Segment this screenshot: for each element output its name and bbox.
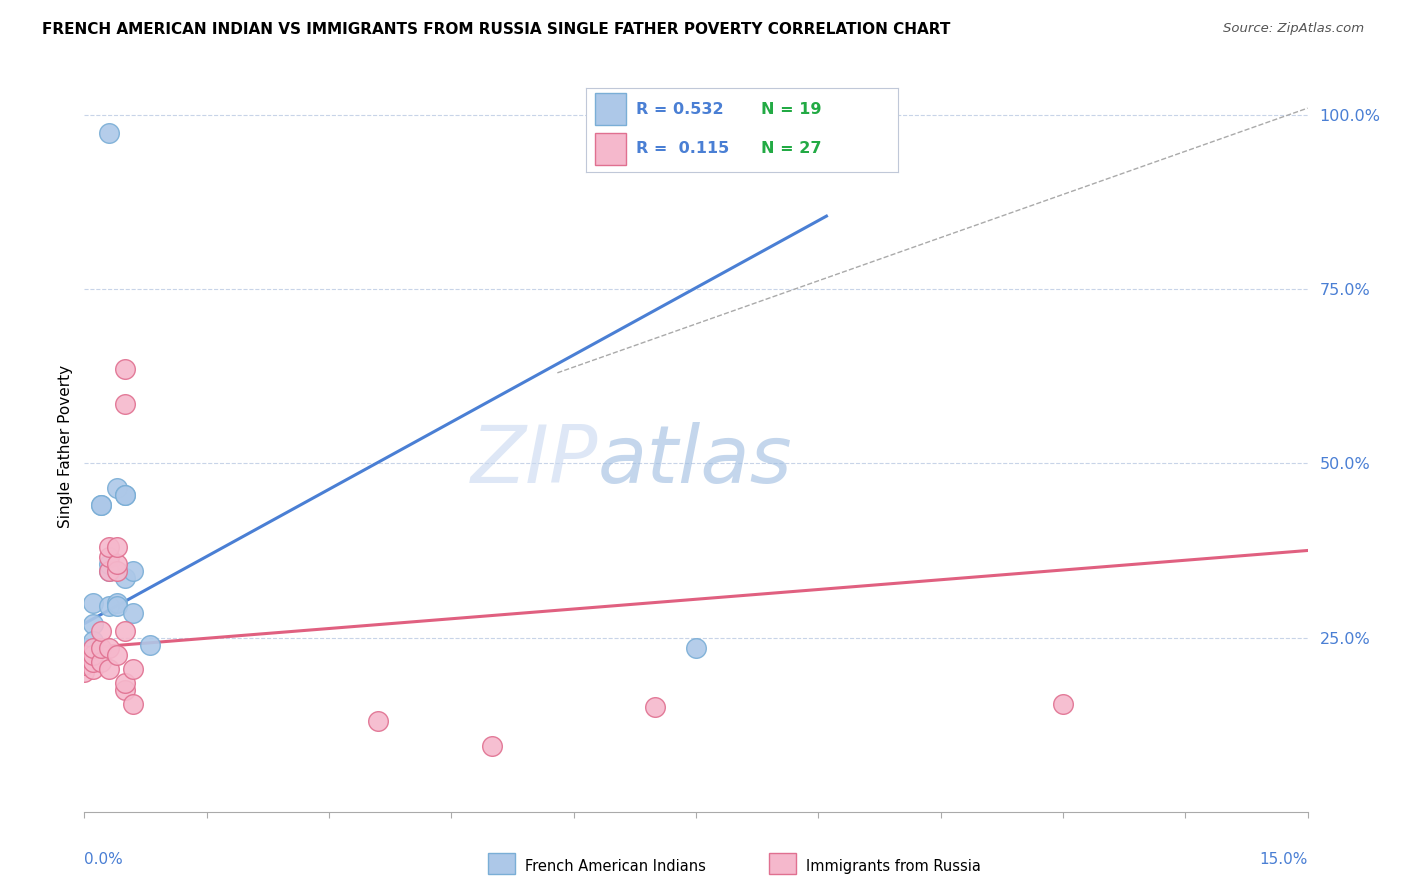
- Point: [114, 676, 136, 690]
- Text: ZIP: ZIP: [471, 422, 598, 500]
- Point: [82, 596, 104, 610]
- Point: [114, 397, 136, 411]
- Point: [105, 648, 128, 662]
- Point: [82, 634, 104, 648]
- Point: [97, 126, 120, 140]
- Y-axis label: Single Father Poverty: Single Father Poverty: [58, 365, 73, 527]
- Point: [82, 640, 104, 655]
- Point: [105, 596, 128, 610]
- Point: [1052, 697, 1074, 711]
- Point: [114, 624, 136, 638]
- Point: [367, 714, 389, 728]
- Point: [105, 565, 128, 579]
- Point: [73, 665, 96, 680]
- Point: [138, 638, 160, 652]
- Point: [90, 624, 112, 638]
- Point: [82, 655, 104, 669]
- Point: [105, 558, 128, 572]
- Point: [97, 640, 120, 655]
- Point: [105, 481, 128, 495]
- Point: [90, 498, 112, 512]
- Bar: [769, 854, 796, 874]
- Point: [122, 606, 145, 620]
- Text: Immigrants from Russia: Immigrants from Russia: [806, 859, 981, 874]
- Point: [90, 640, 112, 655]
- Point: [122, 565, 145, 579]
- Point: [97, 565, 120, 579]
- Point: [90, 655, 112, 669]
- Point: [90, 498, 112, 512]
- Point: [82, 662, 104, 676]
- Text: FRENCH AMERICAN INDIAN VS IMMIGRANTS FROM RUSSIA SINGLE FATHER POVERTY CORRELATI: FRENCH AMERICAN INDIAN VS IMMIGRANTS FRO…: [42, 22, 950, 37]
- Point: [685, 640, 707, 655]
- Point: [97, 550, 120, 565]
- Point: [481, 739, 503, 753]
- Point: [105, 599, 128, 614]
- Point: [122, 697, 145, 711]
- Point: [97, 565, 120, 579]
- Text: 15.0%: 15.0%: [1260, 852, 1308, 867]
- Point: [97, 599, 120, 614]
- Point: [114, 488, 136, 502]
- Point: [114, 362, 136, 376]
- Point: [676, 126, 699, 140]
- Text: atlas: atlas: [598, 422, 793, 500]
- Point: [114, 488, 136, 502]
- Text: 0.0%: 0.0%: [84, 852, 124, 867]
- Point: [105, 540, 128, 554]
- Point: [122, 662, 145, 676]
- Point: [73, 658, 96, 673]
- Point: [114, 571, 136, 585]
- Bar: [488, 854, 515, 874]
- Point: [73, 640, 96, 655]
- Point: [73, 648, 96, 662]
- Text: French American Indians: French American Indians: [524, 859, 706, 874]
- Point: [644, 700, 666, 714]
- Point: [82, 616, 104, 631]
- Point: [114, 682, 136, 697]
- Point: [97, 558, 120, 572]
- Point: [97, 540, 120, 554]
- Point: [82, 648, 104, 662]
- Text: Source: ZipAtlas.com: Source: ZipAtlas.com: [1223, 22, 1364, 36]
- Point: [97, 662, 120, 676]
